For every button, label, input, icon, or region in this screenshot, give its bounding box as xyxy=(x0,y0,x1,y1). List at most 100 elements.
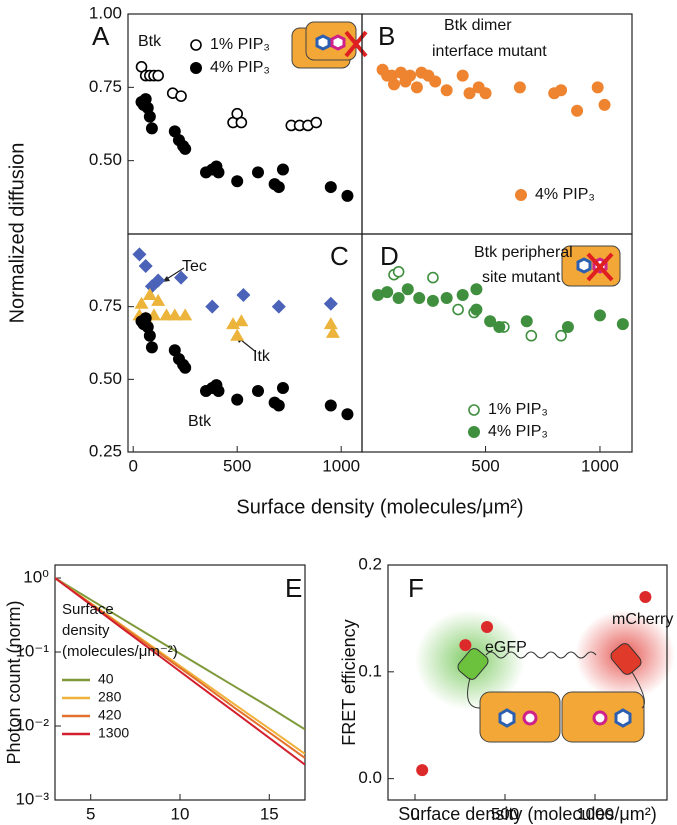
legend-marker xyxy=(190,39,202,51)
marker xyxy=(236,288,251,303)
marker xyxy=(341,408,354,421)
marker xyxy=(145,341,158,354)
marker xyxy=(143,110,156,123)
marker xyxy=(427,271,439,284)
x-tick-label: 1000 xyxy=(322,456,360,475)
series-label: Btk xyxy=(188,413,212,430)
series-label: Tec xyxy=(182,258,207,275)
y-tick-label: 0.0 xyxy=(358,768,382,787)
marker xyxy=(479,87,492,100)
fret-cartoon xyxy=(415,610,675,743)
marker xyxy=(324,181,337,194)
marker xyxy=(555,84,568,97)
marker xyxy=(520,315,533,328)
marker xyxy=(639,591,652,604)
plot-area xyxy=(55,577,305,766)
legend-label: 1% PIP₃ xyxy=(488,401,548,418)
legend-label: 4% PIP₃ xyxy=(535,186,595,203)
marker xyxy=(401,283,414,296)
marker xyxy=(132,247,147,262)
marker xyxy=(452,303,464,316)
plot-area xyxy=(135,61,354,202)
marker xyxy=(388,78,401,91)
legend-label: 4% PIP₃ xyxy=(488,423,548,440)
y-tick-label: 0.75 xyxy=(89,296,122,315)
marker xyxy=(410,81,423,94)
panel-label: C xyxy=(330,241,349,271)
y-tick-label: 10⁻² xyxy=(15,715,49,734)
marker xyxy=(178,308,193,321)
marker xyxy=(272,399,285,412)
icon-d xyxy=(561,245,621,287)
marker xyxy=(212,166,225,179)
y-tick-label: 10⁻³ xyxy=(15,789,49,808)
x-tick-label: 500 xyxy=(223,456,251,475)
panel-label: E xyxy=(285,573,302,603)
marker xyxy=(493,321,506,334)
marker xyxy=(470,303,483,316)
annotation: interface mutant xyxy=(432,43,547,60)
marker xyxy=(212,384,225,397)
marker xyxy=(252,384,264,397)
marker xyxy=(231,393,244,406)
y-tick-label: 10⁰ xyxy=(23,568,49,587)
annotation: mCherry xyxy=(612,611,673,628)
marker xyxy=(276,163,289,176)
panel-label: B xyxy=(378,21,395,51)
marker xyxy=(138,258,153,273)
legend-label: 1% PIP₃ xyxy=(210,36,270,53)
x-tick-label: 0 xyxy=(128,456,137,475)
marker xyxy=(456,289,469,302)
legend-title: (molecules/μm⁻²) xyxy=(62,643,178,660)
x-tick-label: 1000 xyxy=(581,456,619,475)
x-tick-label: 15 xyxy=(260,804,279,823)
marker xyxy=(235,116,248,129)
x-axis-label: Time (ns) xyxy=(142,824,217,825)
marker xyxy=(252,166,264,179)
panel-label: F xyxy=(408,573,424,603)
annotation: Btk peripheral xyxy=(474,244,573,261)
marker xyxy=(598,98,611,111)
y-tick-label: 10⁻¹ xyxy=(15,642,49,661)
marker xyxy=(426,294,439,307)
marker xyxy=(174,270,189,285)
marker xyxy=(167,308,182,321)
marker xyxy=(152,69,164,82)
marker xyxy=(525,329,538,342)
x-tick-label: 500 xyxy=(471,456,499,475)
plot-area xyxy=(376,63,611,117)
marker xyxy=(429,75,442,88)
marker xyxy=(134,296,149,309)
annotation: Btk xyxy=(138,33,162,50)
x-tick-label: 10 xyxy=(171,804,190,823)
marker xyxy=(394,66,407,79)
marker xyxy=(205,299,220,314)
marker xyxy=(175,90,187,102)
marker xyxy=(143,329,156,342)
icon-b xyxy=(305,21,368,61)
plot-frame xyxy=(387,564,668,801)
marker xyxy=(145,122,158,135)
legend-label: 40 xyxy=(98,671,114,687)
marker xyxy=(456,69,469,82)
marker xyxy=(151,293,166,306)
y-axis-label: Photon count (norm) xyxy=(4,600,24,764)
y-tick-label: 0.1 xyxy=(358,661,382,680)
marker xyxy=(404,69,417,82)
marker xyxy=(310,116,323,129)
marker xyxy=(440,84,453,97)
y-tick-label: 0.50 xyxy=(89,150,122,169)
marker xyxy=(276,382,289,395)
x-tick-label: 1000 xyxy=(576,804,614,823)
y-tick-label: 0.50 xyxy=(89,369,122,388)
y-tick-label: 1.00 xyxy=(89,3,122,22)
marker xyxy=(341,189,354,202)
marker xyxy=(325,325,340,338)
y-tick-label: 0.2 xyxy=(358,554,382,573)
marker xyxy=(151,273,166,288)
marker xyxy=(616,318,629,331)
marker xyxy=(440,291,453,304)
plot-area xyxy=(132,247,354,421)
marker xyxy=(513,81,526,94)
legend-label: 280 xyxy=(98,689,122,705)
